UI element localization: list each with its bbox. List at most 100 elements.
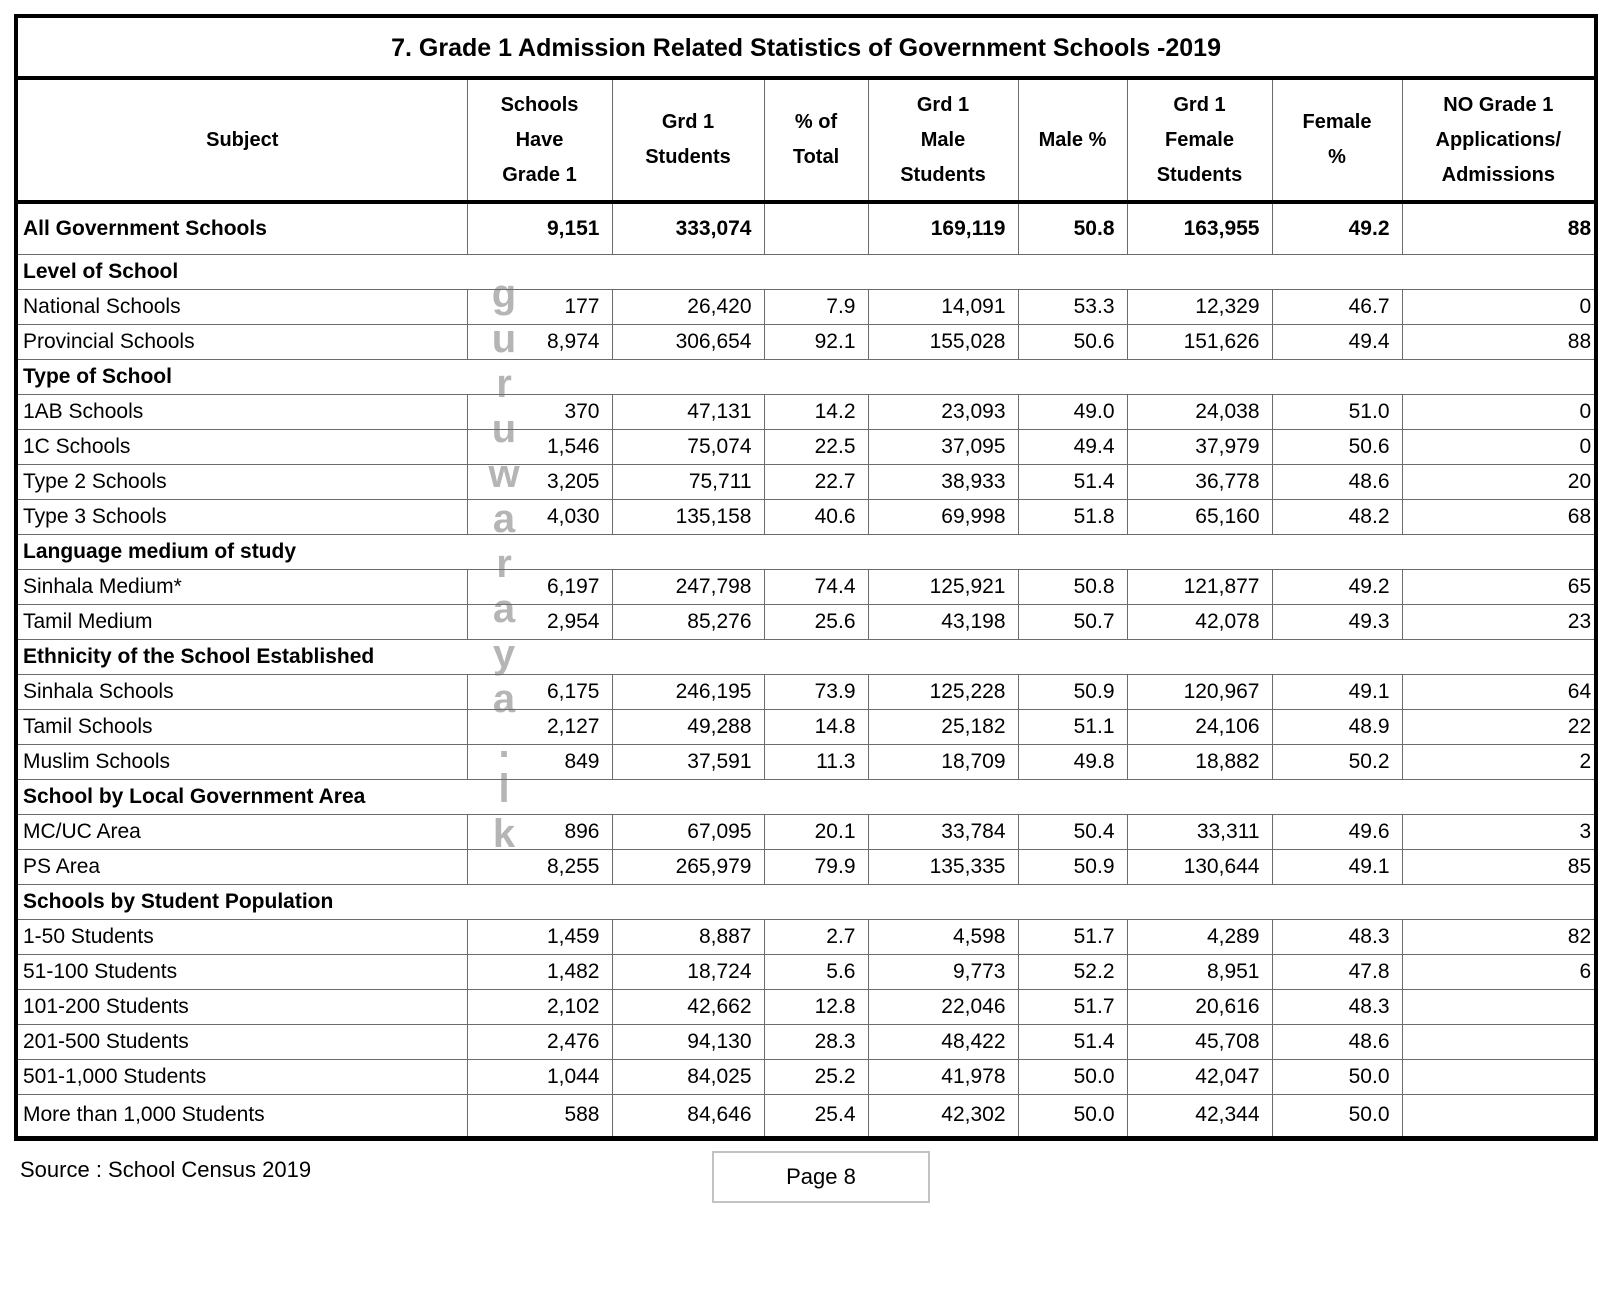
cell-value: 4,289	[1126, 918, 1273, 955]
table-row: Provincial Schools 8,974 306,654 92.1 155,02…	[15, 323, 1597, 360]
cell-value: 2,954	[466, 603, 613, 640]
cell-value: 88	[1401, 201, 1597, 255]
cell-value: 33,784	[867, 813, 1019, 850]
row-label: Provincial Schools	[15, 323, 468, 360]
cell-value	[763, 201, 869, 255]
cell-value: 88	[1401, 323, 1597, 360]
cell-value: 47.8	[1271, 953, 1403, 990]
cell-value: 48.3	[1271, 918, 1403, 955]
cell-value: 22,046	[867, 988, 1019, 1025]
cell-value: 25,182	[867, 708, 1019, 745]
cell-value: 49.2	[1271, 568, 1403, 605]
cell-value: 92.1	[763, 323, 869, 360]
cell-value: 18,709	[867, 743, 1019, 780]
cell-value: 18,882	[1126, 743, 1273, 780]
table-row: 1C Schools 1,546 75,074 22.5 37,095 49.4 37,97…	[15, 428, 1597, 465]
cell-value: 65,160	[1126, 498, 1273, 535]
cell-value: 49.4	[1271, 323, 1403, 360]
cell-value: 51.7	[1017, 988, 1128, 1025]
cell-value: 51.4	[1017, 463, 1128, 500]
cell-value: 2.7	[763, 918, 869, 955]
header-row: Subject Schools Have Grade 1 Grd 1 Student…	[15, 77, 1597, 204]
cell-value	[1401, 1058, 1597, 1095]
row-label: 1C Schools	[15, 428, 468, 465]
cell-value: 6	[1401, 953, 1597, 990]
row-label: Muslim Schools	[15, 743, 468, 780]
cell-value: 47,131	[611, 393, 765, 430]
cell-value: 14.2	[763, 393, 869, 430]
cell-value: 25.2	[763, 1058, 869, 1095]
row-label: 51-100 Students	[15, 953, 468, 990]
section-row: Level of School	[15, 253, 1597, 290]
cell-value: 50.0	[1017, 1058, 1128, 1095]
cell-value: 23	[1401, 603, 1597, 640]
cell-value: 7.9	[763, 288, 869, 325]
row-label: 1AB Schools	[15, 393, 468, 430]
cell-value: 49.4	[1017, 428, 1128, 465]
cell-value: 125,921	[867, 568, 1019, 605]
section-label: Type of School	[15, 358, 1597, 395]
cell-value: 130,644	[1126, 848, 1273, 885]
cell-value: 49.8	[1017, 743, 1128, 780]
cell-value: 1,482	[466, 953, 613, 990]
cell-value: 51.4	[1017, 1023, 1128, 1060]
cell-value: 74.4	[763, 568, 869, 605]
cell-value	[1401, 988, 1597, 1025]
table-row: Tamil Schools 2,127 49,288 14.8 25,182 51.1 24…	[15, 708, 1597, 745]
cell-value: 50.4	[1017, 813, 1128, 850]
cell-value: 37,591	[611, 743, 765, 780]
cell-value: 246,195	[611, 673, 765, 710]
cell-value: 48.6	[1271, 463, 1403, 500]
cell-value: 46.7	[1271, 288, 1403, 325]
cell-value: 48,422	[867, 1023, 1019, 1060]
cell-value: 40.6	[763, 498, 869, 535]
cell-value: 37,095	[867, 428, 1019, 465]
table-row: PS Area 8,255 265,979 79.9 135,335 50.9 130,64…	[15, 848, 1597, 885]
row-label: Sinhala Medium*	[15, 568, 468, 605]
table-row: 51-100 Students 1,482 18,724 5.6 9,773 52.2 8,…	[15, 953, 1597, 990]
cell-value: 68	[1401, 498, 1597, 535]
cell-value: 2,127	[466, 708, 613, 745]
cell-value: 6,175	[466, 673, 613, 710]
cell-value: 4,598	[867, 918, 1019, 955]
column-header: Male %	[1017, 77, 1128, 204]
cell-value: 85	[1401, 848, 1597, 885]
cell-value: 50.9	[1017, 848, 1128, 885]
cell-value: 25.4	[763, 1093, 869, 1139]
cell-value: 125,228	[867, 673, 1019, 710]
table-row: Tamil Medium 2,954 85,276 25.6 43,198 50.7 42,…	[15, 603, 1597, 640]
table-row: 1AB Schools 370 47,131 14.2 23,093 49.0 24,038…	[15, 393, 1597, 430]
cell-value: 8,255	[466, 848, 613, 885]
cell-value: 43,198	[867, 603, 1019, 640]
cell-value: 3	[1401, 813, 1597, 850]
cell-value: 588	[466, 1093, 613, 1139]
row-label: Tamil Schools	[15, 708, 468, 745]
table-row: 201-500 Students 2,476 94,130 28.3 48,422 51.…	[15, 1023, 1597, 1060]
row-label: Tamil Medium	[15, 603, 468, 640]
cell-value: 8,974	[466, 323, 613, 360]
cell-value: 75,074	[611, 428, 765, 465]
cell-value: 42,344	[1126, 1093, 1273, 1139]
cell-value: 22.7	[763, 463, 869, 500]
row-label: All Government Schools	[15, 201, 468, 255]
cell-value: 22	[1401, 708, 1597, 745]
cell-value: 41,978	[867, 1058, 1019, 1095]
cell-value: 24,106	[1126, 708, 1273, 745]
cell-value: 50.0	[1017, 1093, 1128, 1139]
cell-value: 50.6	[1271, 428, 1403, 465]
row-label: National Schools	[15, 288, 468, 325]
page-number-box: Page 8	[712, 1150, 930, 1203]
row-label: 101-200 Students	[15, 988, 468, 1025]
table-row: More than 1,000 Students 588 84,646 25.4 42,…	[15, 1093, 1597, 1139]
cell-value: 42,047	[1126, 1058, 1273, 1095]
cell-value: 49,288	[611, 708, 765, 745]
cell-value: 18,724	[611, 953, 765, 990]
table-row: National Schools 177 26,420 7.9 14,091 53.3 12…	[15, 288, 1597, 325]
cell-value: 1,044	[466, 1058, 613, 1095]
cell-value: 65	[1401, 568, 1597, 605]
cell-value	[1401, 1093, 1597, 1139]
cell-value: 24,038	[1126, 393, 1273, 430]
cell-value: 38,933	[867, 463, 1019, 500]
cell-value: 85,276	[611, 603, 765, 640]
